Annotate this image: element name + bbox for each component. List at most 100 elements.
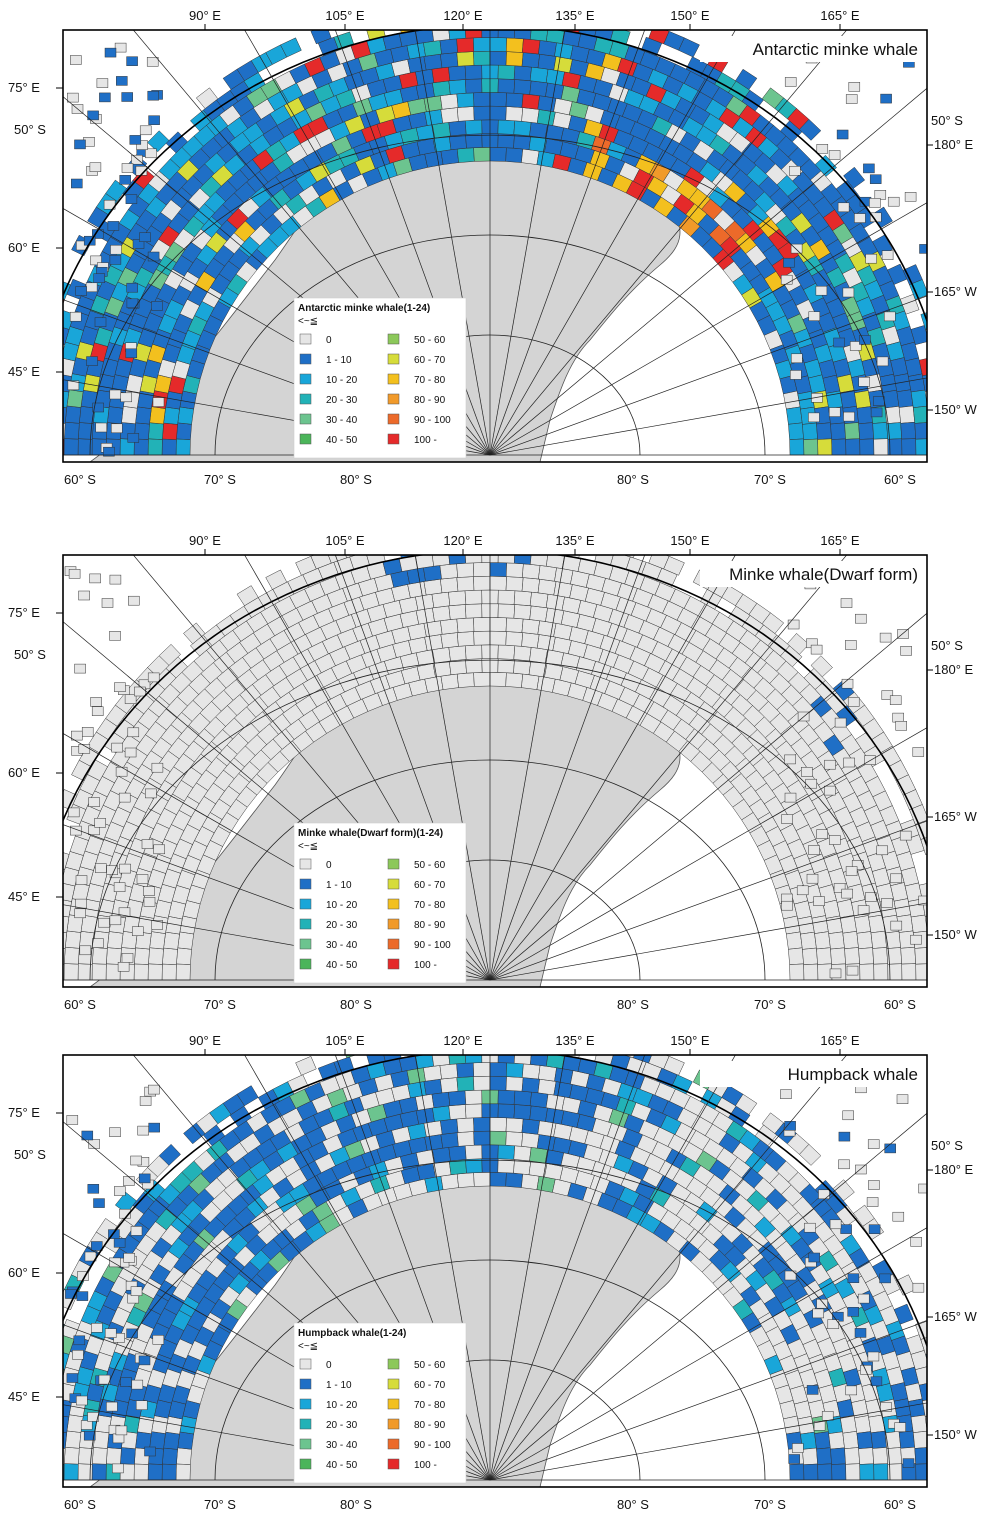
legend-bin-label: 50 - 60 (414, 1360, 446, 1371)
bottom-latitude-label: 60° S (64, 472, 96, 487)
legend-unit: <~≦ (298, 841, 318, 852)
legend-swatch (387, 1378, 400, 1390)
legend-bin-label: 10 - 20 (326, 900, 358, 911)
legend-bin-label: 20 - 30 (326, 395, 358, 406)
legend-swatch (299, 898, 312, 910)
top-longitude-label: 120° E (443, 1033, 483, 1048)
right-longitude-label: 150° W (934, 1427, 978, 1442)
top-longitude-label: 90° E (189, 8, 221, 23)
legend-swatch (299, 938, 312, 950)
legend-swatch (299, 958, 312, 970)
legend: Humpback whale(1-24) <~≦ 0 1 - 10 10 - 20 20 … (293, 1322, 467, 1484)
legend-swatch (387, 1418, 400, 1430)
bottom-latitude-label: 60° S (64, 997, 96, 1012)
map-frame (62, 554, 928, 988)
right-latitude-label: 50° S (931, 1138, 963, 1153)
legend-bin-label: 0 (326, 335, 332, 346)
legend-swatch (299, 858, 312, 870)
legend-swatch (387, 1458, 400, 1470)
legend-swatch (387, 918, 400, 930)
left-longitude-label: 60° E (8, 765, 40, 780)
legend-swatch (299, 1378, 312, 1390)
legend-bin-label: 30 - 40 (326, 415, 358, 426)
legend-bin-label: 40 - 50 (326, 435, 358, 446)
legend-bin-label: 40 - 50 (326, 1460, 358, 1471)
legend-bin-label: 70 - 80 (414, 900, 446, 911)
legend-bin-label: 20 - 30 (326, 920, 358, 931)
legend-bin-label: 90 - 100 (414, 1440, 451, 1451)
left-longitude-label: 75° E (8, 80, 40, 95)
bottom-latitude-label: 80° S (340, 1497, 372, 1512)
legend-swatch (387, 858, 400, 870)
legend-bin-label: 0 (326, 860, 332, 871)
left-longitude-label: 45° E (8, 1389, 40, 1404)
top-longitude-label: 135° E (555, 8, 595, 23)
legend-bin-label: 80 - 90 (414, 395, 446, 406)
legend-swatch (299, 1458, 312, 1470)
top-longitude-label: 165° E (820, 8, 860, 23)
legend-swatch (299, 918, 312, 930)
map-panel-humpback: 90° E 105° E 120° E 135° E 150° E 165° E 75° E… (0, 1025, 995, 1525)
right-longitude-label: 150° W (934, 927, 978, 942)
right-longitude-label: 150° W (934, 402, 978, 417)
legend-swatch (299, 413, 312, 425)
top-longitude-label: 165° E (820, 533, 860, 548)
legend-unit: <~≦ (298, 1341, 318, 1352)
bottom-latitude-label: 70° S (754, 997, 786, 1012)
legend-title: Antarctic minke whale(1-24) (298, 303, 430, 314)
map-frame (62, 29, 928, 463)
bottom-latitude-label: 70° S (204, 1497, 236, 1512)
legend-swatch (299, 1358, 312, 1370)
legend-swatch (299, 1398, 312, 1410)
map-title: Minke whale(Dwarf form) (729, 565, 918, 584)
top-longitude-label: 150° E (670, 533, 710, 548)
top-longitude-label: 120° E (443, 8, 483, 23)
legend-bin-label: 30 - 40 (326, 1440, 358, 1451)
left-longitude-label: 60° E (8, 240, 40, 255)
map-svg: 90° E 105° E 120° E 135° E 150° E 165° E 75° E… (8, 8, 978, 487)
bottom-latitude-label: 80° S (617, 1497, 649, 1512)
left-longitude-label: 60° E (8, 1265, 40, 1280)
legend-swatch (299, 433, 312, 445)
bottom-latitude-label: 70° S (754, 1497, 786, 1512)
legend-swatch (387, 938, 400, 950)
legend-bin-label: 1 - 10 (326, 355, 352, 366)
bottom-latitude-label: 60° S (64, 1497, 96, 1512)
legend-swatch (299, 333, 312, 345)
legend-bin-label: 80 - 90 (414, 1420, 446, 1431)
left-latitude-label: 50° S (14, 122, 46, 137)
right-latitude-label: 50° S (931, 113, 963, 128)
legend-bin-label: 100 - (414, 1460, 437, 1471)
top-longitude-label: 120° E (443, 533, 483, 548)
map-panel-antarctic-minke: 90° E 105° E 120° E 135° E 150° E 165° E 75° E… (0, 0, 995, 500)
top-longitude-label: 150° E (670, 8, 710, 23)
left-latitude-label: 50° S (14, 647, 46, 662)
left-longitude-label: 45° E (8, 364, 40, 379)
top-longitude-label: 150° E (670, 1033, 710, 1048)
legend-swatch (299, 878, 312, 890)
map-panel-dwarf-minke: 90° E 105° E 120° E 135° E 150° E 165° E 75° E… (0, 525, 995, 1025)
legend-bin-label: 1 - 10 (326, 1380, 352, 1391)
right-longitude-label: 180° E (934, 662, 974, 677)
left-longitude-label: 75° E (8, 1105, 40, 1120)
legend-swatch (387, 353, 400, 365)
legend-swatch (387, 898, 400, 910)
legend-swatch (387, 958, 400, 970)
legend-bin-label: 10 - 20 (326, 375, 358, 386)
survey-cells (63, 1055, 927, 1481)
legend: Minke whale(Dwarf form)(1-24) <~≦ 0 1 - 10 1… (293, 822, 467, 984)
legend-swatch (299, 373, 312, 385)
legend: Antarctic minke whale(1-24) <~≦ 0 1 - 10 10 … (293, 297, 467, 459)
top-longitude-label: 135° E (555, 533, 595, 548)
legend-swatch (387, 1358, 400, 1370)
map-svg: 90° E 105° E 120° E 135° E 150° E 165° E 75° E… (8, 1033, 978, 1512)
legend-swatch (299, 1438, 312, 1450)
top-longitude-label: 135° E (555, 1033, 595, 1048)
legend-title: Humpback whale(1-24) (298, 1328, 406, 1339)
legend-swatch (387, 393, 400, 405)
right-longitude-label: 165° W (934, 1309, 978, 1324)
legend-swatch (387, 1398, 400, 1410)
bottom-latitude-label: 60° S (884, 472, 916, 487)
bottom-latitude-label: 70° S (204, 997, 236, 1012)
top-longitude-label: 105° E (325, 8, 365, 23)
